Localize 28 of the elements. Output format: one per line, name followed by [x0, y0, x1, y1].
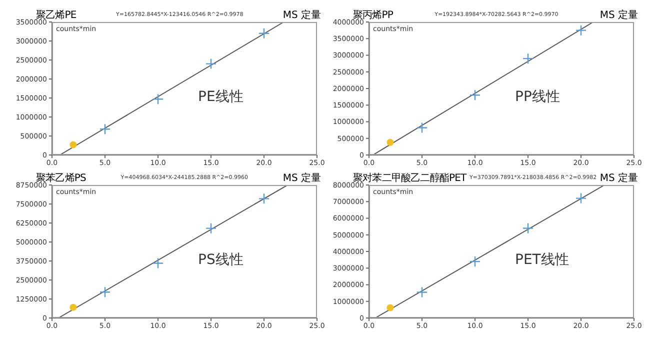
point — [522, 52, 534, 64]
point — [416, 286, 428, 298]
point — [152, 94, 164, 105]
point — [205, 222, 217, 234]
point — [469, 256, 481, 268]
point — [416, 122, 428, 134]
point — [70, 304, 77, 311]
annotation: PP线性 — [515, 88, 560, 106]
text: MS 定量 — [282, 8, 321, 22]
text: MS 定量 — [600, 172, 638, 185]
annotation: PE线性 — [198, 88, 244, 106]
point — [258, 28, 270, 39]
text: MS 定量 — [282, 172, 321, 185]
point — [575, 192, 587, 204]
point — [99, 124, 111, 135]
text: MS 定量 — [600, 8, 638, 22]
annotation: PS线性 — [198, 251, 244, 269]
point — [99, 286, 111, 298]
point — [469, 90, 481, 101]
point — [522, 222, 534, 234]
annotation: PET线性 — [515, 251, 569, 269]
point — [575, 24, 587, 36]
point — [70, 141, 77, 148]
point — [386, 304, 394, 312]
point — [152, 258, 164, 269]
point — [205, 58, 217, 70]
point — [258, 193, 270, 204]
point — [386, 138, 394, 146]
